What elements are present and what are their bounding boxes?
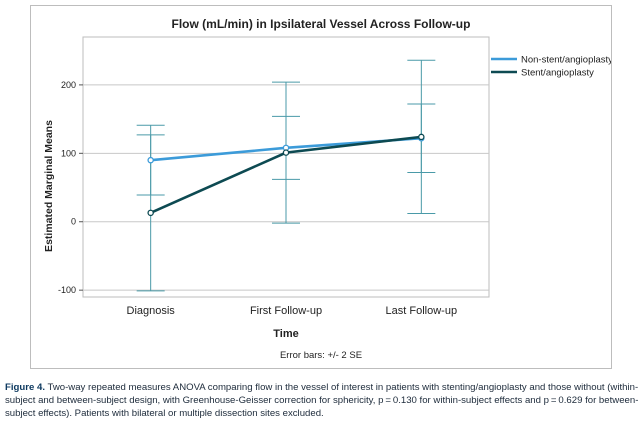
y-tick-label: 200 (61, 80, 76, 90)
data-point (282, 149, 290, 156)
x-tick-label: Last Follow-up (386, 305, 458, 317)
data-point (418, 133, 425, 141)
caption-label: Figure 4. (5, 382, 45, 393)
data-point (147, 209, 154, 217)
line-chart: Flow (mL/min) in Ipsilateral Vessel Acro… (43, 17, 611, 361)
chart-title: Flow (mL/min) in Ipsilateral Vessel Acro… (172, 17, 471, 31)
caption-text: Two-way repeated measures ANOVA comparin… (5, 382, 639, 419)
chart-frame: Flow (mL/min) in Ipsilateral Vessel Acro… (30, 5, 612, 369)
error-bar-note: Error bars: +/- 2 SE (280, 350, 362, 361)
legend-label: Stent/angioplasty (521, 68, 594, 79)
legend-label: Non-stent/angioplasty (521, 55, 611, 66)
x-tick-label: First Follow-up (250, 305, 322, 317)
y-tick-label: 100 (61, 148, 76, 158)
y-axis-label: Estimated Marginal Means (43, 120, 55, 252)
y-tick-label: 0 (71, 217, 76, 227)
figure-caption: Figure 4. Two-way repeated measures ANOV… (5, 381, 639, 420)
data-point (147, 156, 154, 164)
x-tick-label: Diagnosis (127, 305, 176, 317)
y-tick-label: -100 (58, 285, 76, 295)
x-axis-label: Time (273, 328, 298, 340)
